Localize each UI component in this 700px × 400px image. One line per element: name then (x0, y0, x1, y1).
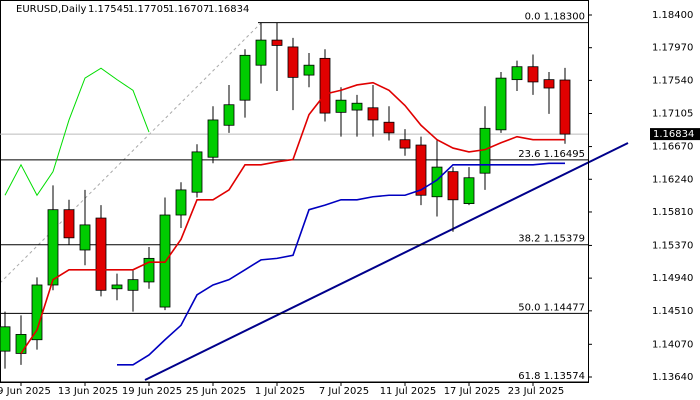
candle-body (143, 257, 155, 283)
ohlc-high: 1.17705 (128, 4, 169, 15)
y-tick-label: 1.14070 (652, 339, 693, 350)
candle-body (111, 284, 123, 290)
level-label: 23.6 1.16495 (518, 149, 585, 160)
dashed-trendline (0, 21, 263, 284)
level-label: 61.8 1.13574 (518, 371, 585, 382)
level-label: 0.0 1.18300 (525, 12, 585, 23)
candle-body (287, 46, 299, 78)
price-label: 1.16834 (653, 129, 694, 140)
y-tick-label: 1.15370 (652, 240, 693, 251)
y-tick-label: 1.17105 (652, 108, 693, 119)
candle-body (175, 189, 187, 216)
candle-body (447, 171, 459, 201)
price-tag (650, 128, 700, 141)
candle-body (207, 119, 219, 158)
candle-body (383, 121, 395, 134)
y-tick-label: 1.17970 (652, 43, 693, 54)
candle-body (31, 284, 43, 341)
level-label: 50.0 1.14477 (518, 302, 585, 313)
chart-title: EURUSD,Daily (16, 4, 87, 15)
candle-body (191, 151, 203, 193)
y-tick-label: 1.16240 (652, 174, 693, 185)
indicator-line (20, 81, 565, 354)
indicator-line (4, 67, 150, 197)
x-tick-label: 7 Jul 2025 (319, 386, 369, 397)
candle-body (303, 64, 315, 76)
candle-body (95, 217, 107, 291)
candle-body (431, 166, 443, 198)
candle-body (271, 39, 283, 46)
x-tick-label: 13 Jun 2025 (58, 386, 118, 397)
candle-body (223, 104, 235, 126)
trendline (144, 142, 629, 381)
x-tick-label: 19 Jun 2025 (122, 386, 182, 397)
candle-body (495, 77, 507, 131)
y-tick-label: 1.16670 (652, 142, 693, 153)
x-tick-label: 23 Jul 2025 (508, 386, 565, 397)
level-label: 38.2 1.15379 (518, 234, 585, 245)
x-tick-label: 1 Jul 2025 (255, 386, 305, 397)
candle-body (399, 139, 411, 149)
y-tick-label: 1.13640 (652, 372, 693, 383)
candle-body (527, 66, 539, 83)
candle-body (15, 334, 27, 354)
candle-body (239, 54, 251, 101)
candle-body (463, 177, 475, 205)
candle-body (319, 57, 331, 114)
ohlc-low: 1.16707 (168, 4, 209, 15)
candle-body (335, 99, 347, 113)
candle-body (79, 224, 91, 251)
candle-body (0, 326, 11, 352)
candle-body (351, 102, 363, 111)
y-tick-label: 1.17540 (652, 75, 693, 86)
y-tick-label: 1.15810 (652, 207, 693, 218)
candle-body (559, 79, 571, 135)
x-tick-label: 11 Jul 2025 (380, 386, 437, 397)
candle-body (255, 39, 267, 66)
candle-body (415, 144, 427, 196)
x-tick-label: 17 Jul 2025 (444, 386, 501, 397)
candle-body (511, 66, 523, 81)
ohlc-open: 1.17545 (88, 4, 129, 15)
candle-body (543, 79, 555, 89)
x-tick-label: 9 Jun 2025 (0, 386, 51, 397)
y-tick-label: 1.18400 (652, 10, 693, 21)
ohlc-close: 1.16834 (208, 4, 249, 15)
candle-body (63, 209, 75, 239)
y-tick-label: 1.14510 (652, 306, 693, 317)
candle-body (127, 279, 139, 291)
indicator-line (117, 162, 565, 366)
candle-body (367, 107, 379, 121)
y-tick-label: 1.14940 (652, 273, 693, 284)
x-tick-label: 25 Jun 2025 (186, 386, 246, 397)
candle-body (47, 209, 59, 286)
